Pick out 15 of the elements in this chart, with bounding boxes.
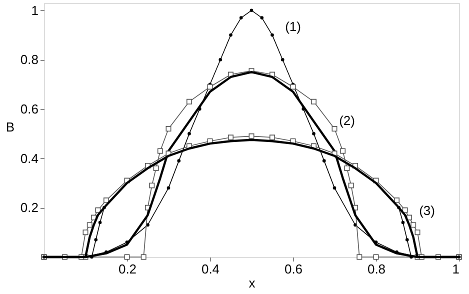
y-tick-label: 0.6 bbox=[20, 102, 38, 117]
y-tick-label: 0.4 bbox=[20, 150, 38, 166]
y-tick-label: 0.8 bbox=[20, 52, 38, 68]
x-tick-label: 0.8 bbox=[367, 262, 386, 276]
x-tick-label: 1 bbox=[452, 262, 460, 276]
y-axis-title: B bbox=[6, 120, 14, 134]
annotation: (2) bbox=[339, 113, 355, 128]
y-tick-label: 0.2 bbox=[20, 200, 38, 216]
annotation: (3) bbox=[419, 203, 435, 218]
x-tick-label: 0.4 bbox=[201, 262, 220, 276]
x-tick-label: 0.2 bbox=[118, 262, 137, 276]
annotation: (1) bbox=[285, 19, 301, 34]
x-tick-label: 0.6 bbox=[284, 262, 303, 276]
y-tick-label: 1 bbox=[31, 2, 38, 18]
x-axis-title: x bbox=[248, 276, 256, 290]
